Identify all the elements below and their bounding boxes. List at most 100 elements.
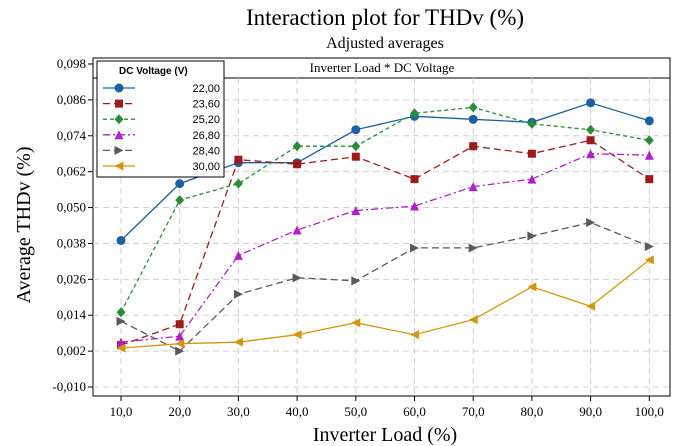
data-point bbox=[175, 331, 185, 341]
y-tick-label: 0,014 bbox=[57, 307, 87, 322]
y-tick-label: 0,050 bbox=[57, 200, 86, 215]
data-point bbox=[116, 343, 126, 353]
legend-marker bbox=[114, 130, 124, 140]
x-tick-label: 30,0 bbox=[227, 404, 250, 419]
data-point bbox=[116, 235, 126, 245]
data-point bbox=[586, 136, 595, 145]
data-point bbox=[586, 98, 596, 108]
data-point bbox=[527, 231, 537, 241]
y-axis-label: Average THDv (%) bbox=[13, 147, 35, 304]
data-point bbox=[586, 124, 596, 135]
legend-item: 28,40 bbox=[103, 145, 220, 157]
data-point bbox=[469, 142, 478, 151]
legend-label: 30,00 bbox=[192, 161, 220, 173]
data-point bbox=[233, 289, 243, 299]
data-point bbox=[351, 276, 361, 286]
y-tick-label: 0,038 bbox=[57, 235, 86, 250]
data-point bbox=[175, 195, 185, 206]
data-point bbox=[351, 152, 360, 161]
data-point bbox=[644, 255, 654, 265]
chart-subtitle: Adjusted averages bbox=[326, 35, 444, 52]
x-tick-label: 100,0 bbox=[635, 404, 664, 419]
data-point bbox=[468, 182, 478, 192]
legend-label: 25,20 bbox=[192, 114, 220, 126]
data-point bbox=[410, 330, 419, 340]
series-line bbox=[120, 139, 650, 346]
data-point bbox=[410, 108, 419, 119]
panel-header bbox=[92, 57, 671, 79]
series-25-20 bbox=[116, 102, 654, 318]
data-point bbox=[116, 307, 126, 318]
series-28-40 bbox=[116, 218, 654, 356]
data-point bbox=[644, 241, 654, 251]
data-point bbox=[468, 102, 478, 113]
data-point bbox=[292, 273, 302, 283]
data-point bbox=[644, 116, 654, 126]
data-point bbox=[468, 114, 478, 124]
series-26-80 bbox=[116, 149, 654, 347]
data-point bbox=[116, 337, 126, 347]
data-point bbox=[292, 330, 302, 340]
data-point bbox=[527, 174, 537, 184]
legend-label: 26,80 bbox=[192, 130, 220, 142]
data-point bbox=[645, 175, 654, 184]
legend-marker bbox=[114, 114, 124, 125]
series-line bbox=[120, 259, 650, 349]
data-point bbox=[292, 225, 302, 235]
series-30-00 bbox=[116, 255, 654, 353]
data-point bbox=[586, 149, 596, 159]
x-tick-label: 40,0 bbox=[286, 404, 309, 419]
data-point bbox=[586, 301, 596, 311]
data-point bbox=[468, 315, 478, 325]
x-axis-label: Inverter Load (%) bbox=[313, 424, 457, 446]
data-point bbox=[175, 320, 184, 329]
series-line bbox=[120, 153, 650, 343]
data-point bbox=[351, 206, 361, 216]
x-tick-label: 60,0 bbox=[403, 404, 426, 419]
data-point bbox=[410, 243, 419, 253]
data-point bbox=[644, 150, 654, 160]
legend-label: 28,40 bbox=[192, 145, 220, 157]
x-tick-label: 50,0 bbox=[344, 404, 367, 419]
legend-item: 23,60 bbox=[103, 99, 220, 111]
legend-item: 26,80 bbox=[103, 130, 220, 142]
x-tick-label: 70,0 bbox=[462, 404, 485, 419]
data-point bbox=[233, 250, 243, 260]
x-tick-label: 80,0 bbox=[521, 404, 544, 419]
data-point bbox=[527, 282, 537, 292]
legend-marker bbox=[115, 99, 123, 108]
legend-item: 25,20 bbox=[103, 114, 220, 126]
data-point bbox=[233, 178, 243, 189]
legend-title: DC Voltage (V) bbox=[119, 66, 188, 77]
data-point bbox=[527, 149, 536, 158]
series-line bbox=[120, 221, 650, 352]
data-point bbox=[233, 337, 243, 347]
x-tick-label: 90,0 bbox=[579, 404, 602, 419]
x-tick-label: 20,0 bbox=[168, 404, 191, 419]
data-point bbox=[468, 243, 478, 253]
y-tick-label: -0,010 bbox=[52, 379, 86, 394]
chart-title: Interaction plot for THDv (%) bbox=[246, 5, 524, 30]
data-point bbox=[410, 201, 419, 211]
data-point bbox=[175, 179, 185, 189]
legend-marker bbox=[114, 83, 124, 93]
data-point bbox=[351, 318, 361, 328]
data-point bbox=[351, 141, 361, 152]
legend-marker bbox=[114, 145, 124, 155]
legend-label: 22,00 bbox=[192, 83, 220, 95]
data-point bbox=[116, 316, 126, 326]
data-point bbox=[293, 160, 302, 169]
x-tick-label: 10,0 bbox=[110, 404, 133, 419]
legend-label: 23,60 bbox=[192, 99, 220, 111]
data-point bbox=[410, 175, 419, 184]
data-point bbox=[644, 135, 654, 146]
y-tick-label: 0,098 bbox=[57, 56, 86, 71]
y-tick-label: 0,062 bbox=[57, 164, 86, 179]
data-point bbox=[292, 141, 302, 152]
legend-item: 22,00 bbox=[103, 83, 220, 95]
y-tick-label: 0,002 bbox=[57, 343, 86, 358]
y-tick-label: 0,086 bbox=[57, 92, 87, 107]
series-23-60 bbox=[117, 136, 654, 350]
data-point bbox=[234, 155, 243, 164]
